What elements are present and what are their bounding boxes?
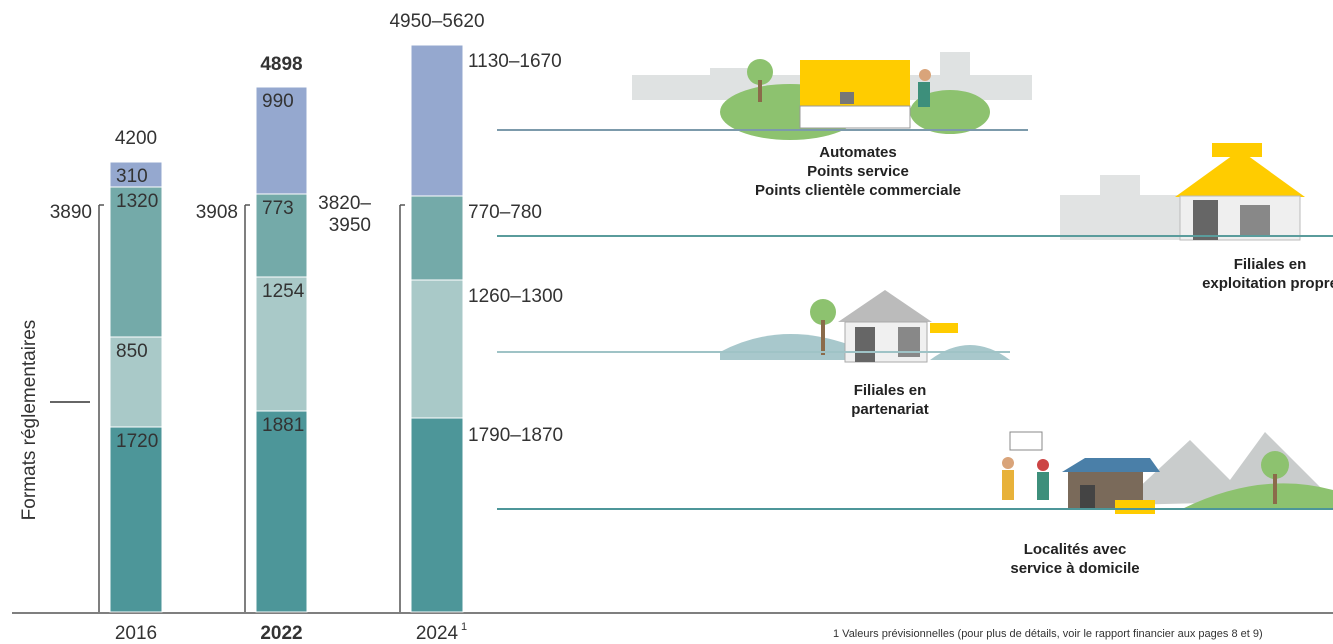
category-caption: Filiales en bbox=[1234, 256, 1307, 273]
bar-segment bbox=[255, 276, 308, 412]
range-label: 1790–1870 bbox=[468, 425, 563, 446]
category-caption: Automates bbox=[819, 144, 897, 161]
segment-label: 990 bbox=[262, 91, 294, 112]
category-caption: Points clientèle commerciale bbox=[755, 182, 961, 199]
illustration-automates bbox=[632, 52, 1032, 140]
segment-label: 1881 bbox=[262, 415, 304, 436]
year-label: 2024 bbox=[416, 623, 459, 644]
segment-label: 850 bbox=[116, 341, 148, 362]
bar-segment bbox=[410, 417, 464, 613]
footnote: 1 Valeurs prévisionnelles (pour plus de … bbox=[833, 628, 1263, 640]
bar-segment bbox=[410, 279, 464, 419]
bar-segment bbox=[109, 186, 163, 338]
bar-segment bbox=[255, 410, 308, 613]
segment-label: 1320 bbox=[116, 191, 158, 212]
category-caption: partenariat bbox=[851, 401, 929, 418]
bar-segment bbox=[410, 44, 464, 197]
regulated-label: 3820– bbox=[318, 193, 371, 214]
illustration-filiale-propre bbox=[1060, 143, 1305, 241]
year-label: 2022 bbox=[260, 623, 302, 644]
year-label: 2016 bbox=[115, 623, 157, 644]
regulated-label: 3890 bbox=[50, 202, 92, 223]
column-total: 4200 bbox=[115, 128, 157, 149]
segment-label: 310 bbox=[116, 166, 148, 187]
footnote-mark: 1 bbox=[461, 621, 467, 633]
range-label: 1260–1300 bbox=[468, 286, 563, 307]
segment-label: 773 bbox=[262, 198, 294, 219]
segment-label: 1254 bbox=[262, 281, 305, 302]
bar-segment bbox=[255, 86, 308, 195]
category-caption: Points service bbox=[807, 163, 909, 180]
range-label: 1130–1670 bbox=[468, 51, 562, 72]
range-label: 770–780 bbox=[468, 202, 542, 223]
bar-segment bbox=[255, 193, 308, 278]
bar-segment bbox=[109, 426, 163, 613]
column-total: 4950–5620 bbox=[389, 11, 484, 32]
category-caption: service à domicile bbox=[1010, 560, 1139, 577]
y-axis-label: Formats réglementaires bbox=[19, 320, 40, 521]
category-caption: exploitation propre bbox=[1202, 275, 1333, 292]
regulated-label: 3950 bbox=[329, 215, 371, 236]
illustration-service-domicile bbox=[1002, 431, 1333, 514]
bar-segment bbox=[410, 195, 464, 281]
column-total: 4898 bbox=[260, 54, 302, 75]
category-caption: Filiales en bbox=[854, 382, 927, 399]
category-caption: Localités avec bbox=[1024, 541, 1127, 558]
regulated-label: 3908 bbox=[196, 202, 238, 223]
segment-label: 1720 bbox=[116, 431, 158, 452]
bar-segment bbox=[109, 336, 163, 428]
